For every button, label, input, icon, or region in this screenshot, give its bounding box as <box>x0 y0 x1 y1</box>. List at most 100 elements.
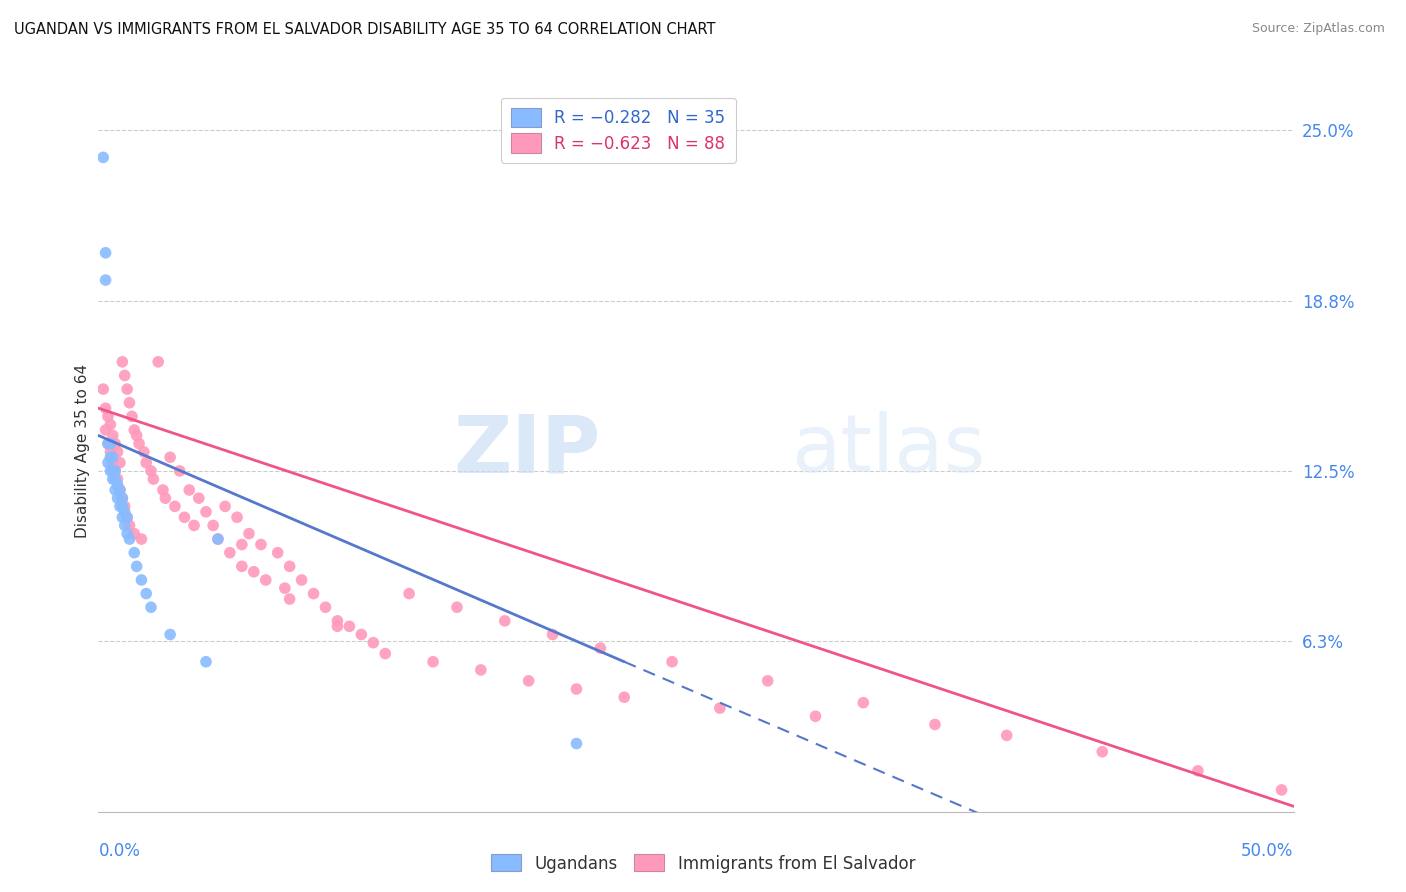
Point <box>107 472 129 486</box>
Point <box>132 445 155 459</box>
Point <box>118 532 141 546</box>
Point <box>924 717 946 731</box>
Point <box>565 737 588 751</box>
Point <box>804 709 827 723</box>
Point <box>541 627 564 641</box>
Point <box>101 428 124 442</box>
Point <box>98 450 122 465</box>
Point <box>661 655 683 669</box>
Point <box>135 586 157 600</box>
Text: Source: ZipAtlas.com: Source: ZipAtlas.com <box>1251 22 1385 36</box>
Point <box>326 614 349 628</box>
Point <box>115 526 138 541</box>
Point <box>114 518 136 533</box>
Point <box>114 368 136 383</box>
Point <box>207 532 229 546</box>
Point <box>613 690 636 705</box>
Point <box>565 681 588 696</box>
Text: 0.0%: 0.0% <box>98 842 141 860</box>
Point <box>94 401 117 416</box>
Point <box>155 491 177 505</box>
Point <box>422 655 444 669</box>
Point <box>709 701 731 715</box>
Point <box>363 635 385 649</box>
Point <box>159 450 181 465</box>
Point <box>118 518 141 533</box>
Point <box>852 696 875 710</box>
Point <box>107 477 129 491</box>
Point <box>274 581 297 595</box>
Text: UGANDAN VS IMMIGRANTS FROM EL SALVADOR DISABILITY AGE 35 TO 64 CORRELATION CHART: UGANDAN VS IMMIGRANTS FROM EL SALVADOR D… <box>14 22 716 37</box>
Point <box>108 483 131 497</box>
Text: atlas: atlas <box>792 411 986 490</box>
Point <box>339 619 361 633</box>
Point <box>124 546 146 560</box>
Legend: R = −0.282   N = 35, R = −0.623   N = 88: R = −0.282 N = 35, R = −0.623 N = 88 <box>501 97 735 162</box>
Point <box>115 510 138 524</box>
Text: ZIP: ZIP <box>453 411 600 490</box>
Point <box>291 573 314 587</box>
Point <box>111 491 134 505</box>
Point <box>139 464 162 478</box>
Point <box>115 382 138 396</box>
Point <box>995 728 1018 742</box>
Point <box>114 500 136 514</box>
Point <box>202 518 225 533</box>
Point <box>183 518 205 533</box>
Point <box>98 464 122 478</box>
Point <box>125 428 148 442</box>
Point <box>108 483 131 497</box>
Point <box>111 491 134 505</box>
Point <box>187 491 209 505</box>
Point <box>1091 745 1114 759</box>
Point <box>101 456 124 470</box>
Point <box>107 445 129 459</box>
Point <box>115 510 138 524</box>
Point <box>125 559 148 574</box>
Point <box>121 409 143 424</box>
Point <box>231 559 253 574</box>
Point <box>104 472 127 486</box>
Point <box>98 417 122 432</box>
Point <box>98 436 122 450</box>
Point <box>302 586 325 600</box>
Point <box>131 573 153 587</box>
Point <box>104 464 127 478</box>
Point <box>470 663 492 677</box>
Point <box>101 472 124 486</box>
Point <box>446 600 468 615</box>
Point <box>101 464 124 478</box>
Point <box>350 627 373 641</box>
Point <box>195 505 218 519</box>
Point <box>124 423 146 437</box>
Point <box>219 546 242 560</box>
Text: 50.0%: 50.0% <box>1241 842 1294 860</box>
Point <box>398 586 420 600</box>
Point <box>226 510 249 524</box>
Point <box>315 600 337 615</box>
Legend: Ugandans, Immigrants from El Salvador: Ugandans, Immigrants from El Salvador <box>484 847 922 880</box>
Point <box>517 673 540 688</box>
Point <box>207 532 229 546</box>
Y-axis label: Disability Age 35 to 64: Disability Age 35 to 64 <box>75 363 90 538</box>
Point <box>494 614 516 628</box>
Point <box>91 150 114 164</box>
Point <box>278 559 301 574</box>
Point <box>108 500 131 514</box>
Point <box>148 355 170 369</box>
Point <box>97 409 120 424</box>
Point <box>231 537 253 551</box>
Point <box>131 532 153 546</box>
Point <box>94 423 117 437</box>
Point <box>97 436 120 450</box>
Point <box>243 565 266 579</box>
Point <box>278 592 301 607</box>
Point <box>1271 783 1294 797</box>
Point <box>124 526 146 541</box>
Point <box>254 573 277 587</box>
Point <box>101 450 124 465</box>
Point <box>104 464 127 478</box>
Point <box>139 600 162 615</box>
Point <box>326 619 349 633</box>
Point <box>97 456 120 470</box>
